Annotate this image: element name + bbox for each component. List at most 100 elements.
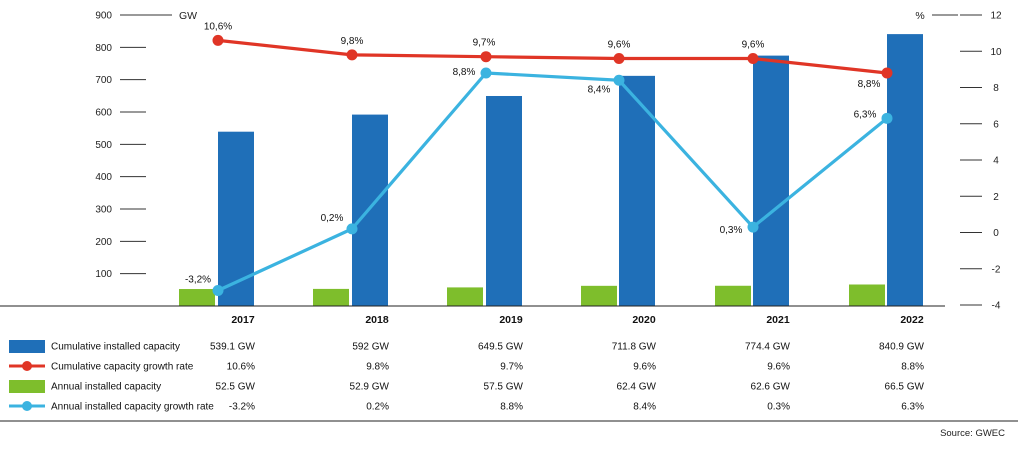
- annual-capacity-bar: [313, 288, 349, 306]
- year-label: 2018: [365, 314, 389, 326]
- table-cell: 9.7%: [500, 362, 523, 373]
- source-note: Source: GWEC: [940, 428, 1005, 439]
- left-axis-unit: GW: [179, 10, 197, 22]
- legend-swatch-bar: [9, 340, 45, 353]
- annual-growth-point: [480, 67, 492, 79]
- year-labels: 2017 2018 2019 2020 2021 2022: [231, 314, 924, 326]
- annual-growth-data-label: -3,2%: [185, 275, 211, 286]
- table-cell: 62.4 GW: [617, 382, 657, 393]
- right-tick-label: 6: [993, 119, 999, 130]
- annual-growth-data-label: 8,4%: [588, 84, 611, 95]
- annual-growth-data-label: 8,8%: [453, 67, 476, 78]
- right-tick-label: 4: [993, 156, 999, 167]
- cumulative-capacity-bar: [753, 55, 789, 306]
- cumulative-growth-data-label: 8,8%: [858, 79, 881, 90]
- cumulative-growth-point: [881, 67, 893, 79]
- right-tick-label: 0: [993, 228, 999, 239]
- annual-growth-point: [212, 285, 224, 296]
- table-cell: 8.4%: [633, 402, 656, 413]
- cumulative-growth-data-label: 9,6%: [742, 40, 765, 51]
- annual-growth-data-label: 0,2%: [321, 213, 344, 224]
- cumulative-capacity-bar: [619, 75, 655, 306]
- annual-capacity-bar: [715, 285, 751, 306]
- annual-growth-point: [613, 74, 625, 86]
- annual-capacity-bar: [179, 289, 215, 306]
- annual-capacity-bar: [581, 285, 617, 306]
- cumulative-growth-data-label: 9,6%: [608, 40, 631, 51]
- table-cell: 9.6%: [633, 362, 656, 373]
- table-cell: 62.6 GW: [751, 382, 791, 393]
- table-cell: 9.8%: [366, 362, 389, 373]
- cumulative-growth-point: [613, 53, 625, 64]
- left-tick-label: 400: [95, 172, 112, 183]
- right-axis-unit: %: [915, 10, 924, 22]
- legend-label: Cumulative installed capacity: [51, 342, 180, 353]
- legend-swatch-marker: [22, 401, 32, 411]
- cumulative-growth-point: [346, 49, 358, 61]
- right-tick-label: -2: [992, 264, 1001, 275]
- left-tick-label: 100: [95, 269, 112, 280]
- table-cell: 592 GW: [352, 342, 389, 353]
- cumulative-growth-point: [212, 34, 224, 46]
- legend-swatch-bar: [9, 380, 45, 393]
- year-label: 2022: [900, 314, 924, 326]
- cumulative-growth-data-label: 9,8%: [341, 36, 364, 47]
- table-cell: 0.2%: [366, 402, 389, 413]
- table-cell: 52.5 GW: [216, 382, 256, 393]
- table-cell: 57.5 GW: [484, 382, 524, 393]
- annual-growth-data-label: 6,3%: [854, 109, 877, 120]
- lines-layer: 10,6% 9,8% 9,7% 9,6% 9,6% 8,8% -3,2% 0,2% 8,8% 8,…: [185, 21, 893, 296]
- year-label: 2021: [766, 314, 790, 326]
- left-tick-label: 300: [95, 205, 112, 216]
- cumulative-growth-data-label: 10,6%: [204, 21, 232, 32]
- annual-growth-point: [346, 223, 358, 235]
- left-tick-label: 800: [95, 43, 112, 54]
- cumulative-growth-point: [747, 53, 759, 64]
- table-cell: 9.6%: [767, 362, 790, 373]
- annual-growth-point: [747, 221, 759, 233]
- year-label: 2017: [231, 314, 255, 326]
- table-cell: 8.8%: [901, 362, 924, 373]
- table-cell: 10.6%: [227, 362, 255, 373]
- right-tick-label: -4: [992, 301, 1001, 312]
- left-tick-label: 600: [95, 108, 112, 119]
- cumulative-capacity-bar: [218, 131, 254, 306]
- table-cell: 8.8%: [500, 402, 523, 413]
- cumulative-capacity-bar: [486, 95, 522, 307]
- cumulative-capacity-bar: [887, 34, 923, 306]
- annual-growth-data-label: 0,3%: [720, 225, 743, 236]
- cumulative-growth-line: [217, 38, 888, 75]
- annual-growth-point: [881, 112, 893, 124]
- cumulative-growth-data-label: 9,7%: [473, 38, 496, 49]
- right-tick-label: 8: [993, 83, 999, 94]
- left-tick-label: 200: [95, 237, 112, 248]
- right-axis: 12 10 8 6 4 2 0 -2 -4%: [915, 10, 1002, 312]
- annual-capacity-bar: [849, 284, 885, 306]
- table-cell: 0.3%: [767, 402, 790, 413]
- right-tick-label: 10: [990, 47, 1002, 58]
- annual-capacity-bar: [447, 287, 483, 306]
- table-cell: 6.3%: [901, 402, 924, 413]
- legend-label: Cumulative capacity growth rate: [51, 362, 194, 373]
- table-cell: 52.9 GW: [350, 382, 390, 393]
- right-tick-label: 12: [990, 11, 1002, 22]
- bars-layer: [179, 34, 923, 307]
- legend-label: Annual installed capacity growth rate: [51, 402, 214, 413]
- data-table: Cumulative installed capacity 539.1 GW 592…: [9, 340, 925, 413]
- table-cell: 840.9 GW: [879, 342, 925, 353]
- annual-growth-line: [217, 71, 889, 292]
- year-label: 2020: [632, 314, 656, 326]
- table-cell: 774.4 GW: [745, 342, 791, 353]
- legend-label: Annual installed capacity: [51, 382, 161, 393]
- left-axis: 900 800 700 600 500 400 300 200 100 GW: [95, 10, 197, 280]
- table-cell: -3.2%: [229, 402, 255, 413]
- legend-swatch-marker: [22, 361, 32, 371]
- table-cell: 711.8 GW: [612, 342, 657, 353]
- table-cell: 66.5 GW: [885, 382, 925, 393]
- year-label: 2019: [499, 314, 523, 326]
- left-tick-label: 900: [95, 11, 112, 22]
- table-cell: 649.5 GW: [478, 342, 524, 353]
- right-tick-label: 2: [993, 192, 999, 203]
- table-cell: 539.1 GW: [210, 342, 256, 353]
